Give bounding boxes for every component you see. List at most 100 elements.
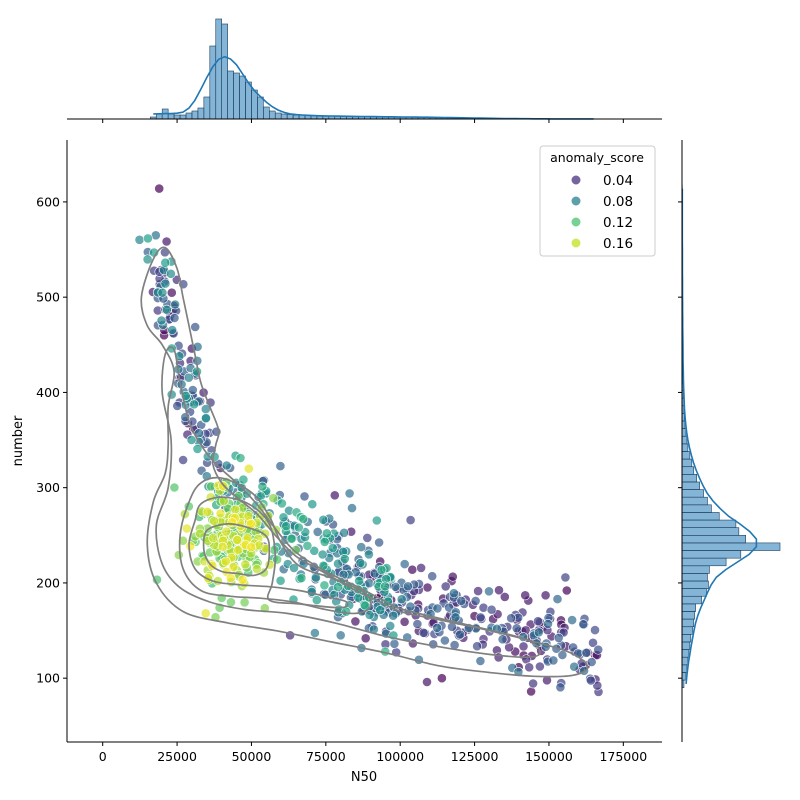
scatter-point	[190, 322, 201, 332]
scatter-point	[484, 586, 494, 597]
scatter-point	[218, 495, 229, 506]
scatter-point	[307, 499, 318, 510]
scatter-point	[499, 592, 510, 602]
kde-contour-3	[155, 346, 541, 659]
top-histogram-bar	[245, 81, 252, 120]
scatter-point	[201, 413, 211, 423]
scatter-point	[169, 482, 180, 493]
scatter-point	[363, 549, 374, 560]
scatter-point	[142, 254, 153, 265]
scatter-point	[251, 564, 262, 574]
scatter-point	[257, 481, 268, 492]
scatter-point	[548, 655, 559, 666]
top-histogram-bar	[227, 70, 234, 120]
scatter-point	[172, 400, 183, 411]
right-histogram-bar	[681, 557, 727, 567]
right-marginal-ticks	[678, 201, 682, 679]
right-histogram-bar	[681, 458, 693, 468]
scatter-point	[436, 673, 447, 684]
top-histogram-bar	[185, 112, 193, 120]
scatter-point	[542, 675, 552, 686]
y-tick-label: 600	[36, 194, 60, 209]
scatter-point	[590, 625, 600, 635]
scatter-point	[275, 461, 286, 471]
scatter-point	[200, 608, 211, 619]
scatter-point	[543, 619, 553, 629]
scatter-point	[181, 523, 192, 534]
scatter-point	[470, 596, 481, 606]
legend-marker	[570, 237, 582, 249]
scatter-point	[333, 558, 343, 569]
top-marginal-histogram	[67, 18, 662, 123]
legend-entry: 0.16	[570, 236, 633, 252]
scatter-point	[217, 541, 228, 552]
legend-entry: 0.12	[570, 215, 633, 231]
scatter-point	[494, 585, 504, 596]
scatter-point	[578, 619, 589, 630]
scatter-point	[165, 268, 176, 279]
top-histogram-bar	[263, 106, 270, 120]
scatter-point	[215, 508, 226, 519]
scatter-point	[581, 647, 592, 658]
top-marginal-ticks	[102, 119, 624, 123]
scatter-point	[209, 516, 219, 526]
scatter-point	[344, 488, 355, 499]
scatter-point	[192, 443, 203, 454]
right-histogram-bar	[681, 428, 687, 437]
kde-contour-1	[188, 496, 349, 609]
scatter-point	[511, 623, 522, 634]
right-histogram-bar	[681, 603, 697, 612]
y-tick-label: 300	[36, 480, 60, 495]
scatter-point	[278, 512, 289, 523]
top-histogram-bar	[173, 114, 181, 120]
scatter-point	[493, 652, 504, 663]
scatter-point	[354, 576, 364, 586]
scatter-point	[347, 503, 357, 513]
scatter-point	[319, 580, 330, 591]
top-histogram-bar	[203, 96, 211, 120]
scatter-point	[286, 533, 297, 544]
scatter-point	[439, 635, 450, 646]
scatter-point	[290, 545, 301, 555]
scatter-point	[183, 372, 194, 383]
scatter-point	[208, 533, 219, 543]
top-histogram-bar	[215, 18, 222, 120]
scatter-point	[318, 514, 329, 525]
x-tick-label: 0	[99, 749, 107, 764]
right-histogram-bar	[681, 611, 696, 620]
right-histogram-bar	[681, 595, 702, 605]
top-histogram-bar	[268, 110, 276, 120]
scatter-point	[233, 545, 244, 556]
y-tick-label: 400	[36, 385, 60, 400]
right-histogram-bar	[681, 542, 781, 551]
scatter-point	[444, 602, 454, 613]
scatter-point	[520, 590, 531, 601]
x-tick-label: 175000	[599, 749, 647, 764]
scatter-point	[448, 588, 459, 599]
scatter-point	[220, 556, 231, 567]
scatter-point	[178, 455, 188, 465]
scatter-point	[455, 629, 465, 640]
scatter-point	[432, 603, 443, 614]
scatter-point	[478, 602, 489, 613]
scatter-point	[592, 680, 603, 691]
scatter-point	[486, 604, 497, 615]
top-histogram-bar	[292, 114, 300, 120]
top-histogram-bar	[179, 114, 187, 120]
scatter-point	[243, 463, 254, 474]
scatter-point	[298, 514, 309, 524]
scatter-point	[166, 287, 177, 298]
top-histogram-bar	[221, 23, 228, 120]
right-histogram-bar	[681, 481, 700, 490]
scatter-point	[418, 627, 429, 638]
scatter-point	[239, 597, 250, 608]
x-tick-label: 50000	[232, 749, 272, 764]
scatter-point	[416, 563, 426, 573]
right-histogram-bar	[681, 626, 694, 635]
scatter-point	[240, 559, 251, 570]
scatter-point	[276, 498, 287, 509]
scatter-point	[186, 434, 197, 445]
scatter-point	[321, 528, 332, 539]
scatter-point	[157, 287, 168, 298]
top-histogram-bar	[197, 107, 205, 120]
